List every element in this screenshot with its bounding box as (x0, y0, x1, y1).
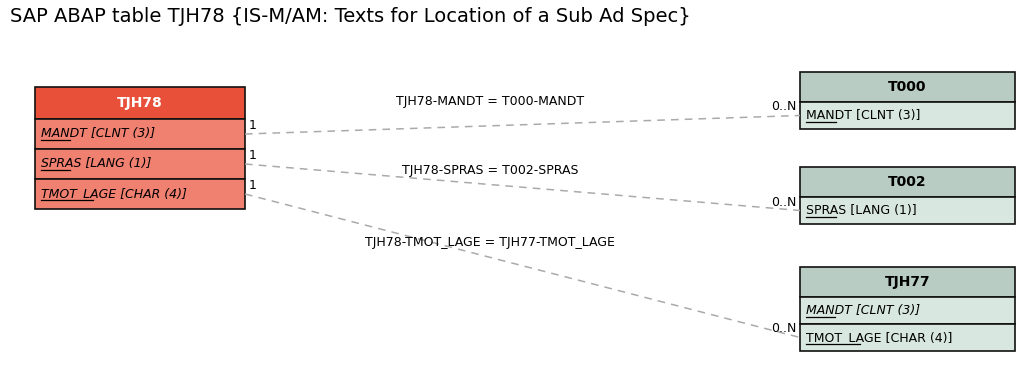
Bar (800, 267, 1015, 297)
Text: MANDT [CLNT (3)]: MANDT [CLNT (3)] (41, 127, 155, 141)
Bar (800, 297, 1015, 324)
Text: SPRAS [LANG (1)]: SPRAS [LANG (1)] (41, 158, 151, 170)
Bar (35, 87, 245, 119)
Text: 0..N: 0..N (770, 196, 796, 208)
Text: TJH78-SPRAS = T002-SPRAS: TJH78-SPRAS = T002-SPRAS (402, 164, 578, 176)
Text: SPRAS [LANG (1)]: SPRAS [LANG (1)] (806, 204, 917, 217)
Text: 1: 1 (249, 119, 257, 132)
Text: 1: 1 (249, 179, 257, 192)
Text: MANDT [CLNT (3)]: MANDT [CLNT (3)] (806, 109, 920, 122)
Text: MANDT [CLNT (3)]: MANDT [CLNT (3)] (806, 304, 920, 317)
Bar (800, 324, 1015, 351)
Bar (35, 179, 245, 209)
Text: SAP ABAP table TJH78 {IS-M/AM: Texts for Location of a Sub Ad Spec}: SAP ABAP table TJH78 {IS-M/AM: Texts for… (10, 7, 691, 26)
Bar (800, 167, 1015, 197)
Text: T002: T002 (888, 175, 926, 189)
Text: T000: T000 (888, 80, 926, 94)
Text: 1: 1 (249, 149, 257, 162)
Bar (35, 149, 245, 179)
Text: TJH78-MANDT = T000-MANDT: TJH78-MANDT = T000-MANDT (396, 95, 584, 108)
Bar (35, 119, 245, 149)
Text: TJH78-TMOT_LAGE = TJH77-TMOT_LAGE: TJH78-TMOT_LAGE = TJH77-TMOT_LAGE (365, 236, 615, 249)
Bar (800, 197, 1015, 224)
Text: TJH78: TJH78 (117, 96, 163, 110)
Bar (800, 72, 1015, 102)
Bar (800, 102, 1015, 129)
Text: TJH77: TJH77 (884, 275, 930, 289)
Text: TMOT_LAGE [CHAR (4)]: TMOT_LAGE [CHAR (4)] (41, 187, 187, 201)
Text: TMOT_LAGE [CHAR (4)]: TMOT_LAGE [CHAR (4)] (806, 331, 952, 344)
Text: 0..N: 0..N (770, 322, 796, 336)
Text: 0..N: 0..N (770, 101, 796, 113)
